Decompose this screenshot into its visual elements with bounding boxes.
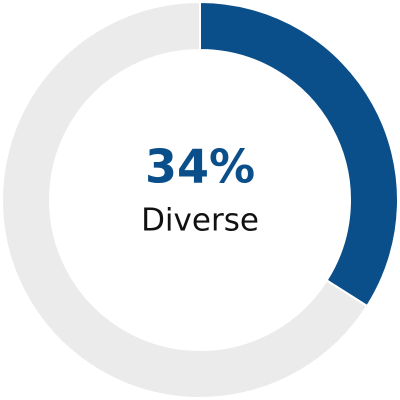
donut-segment (1, 0, 369, 399)
donut-segment (199, 0, 399, 308)
center-value: 34% (145, 140, 255, 194)
center-label: Diverse (141, 203, 259, 239)
